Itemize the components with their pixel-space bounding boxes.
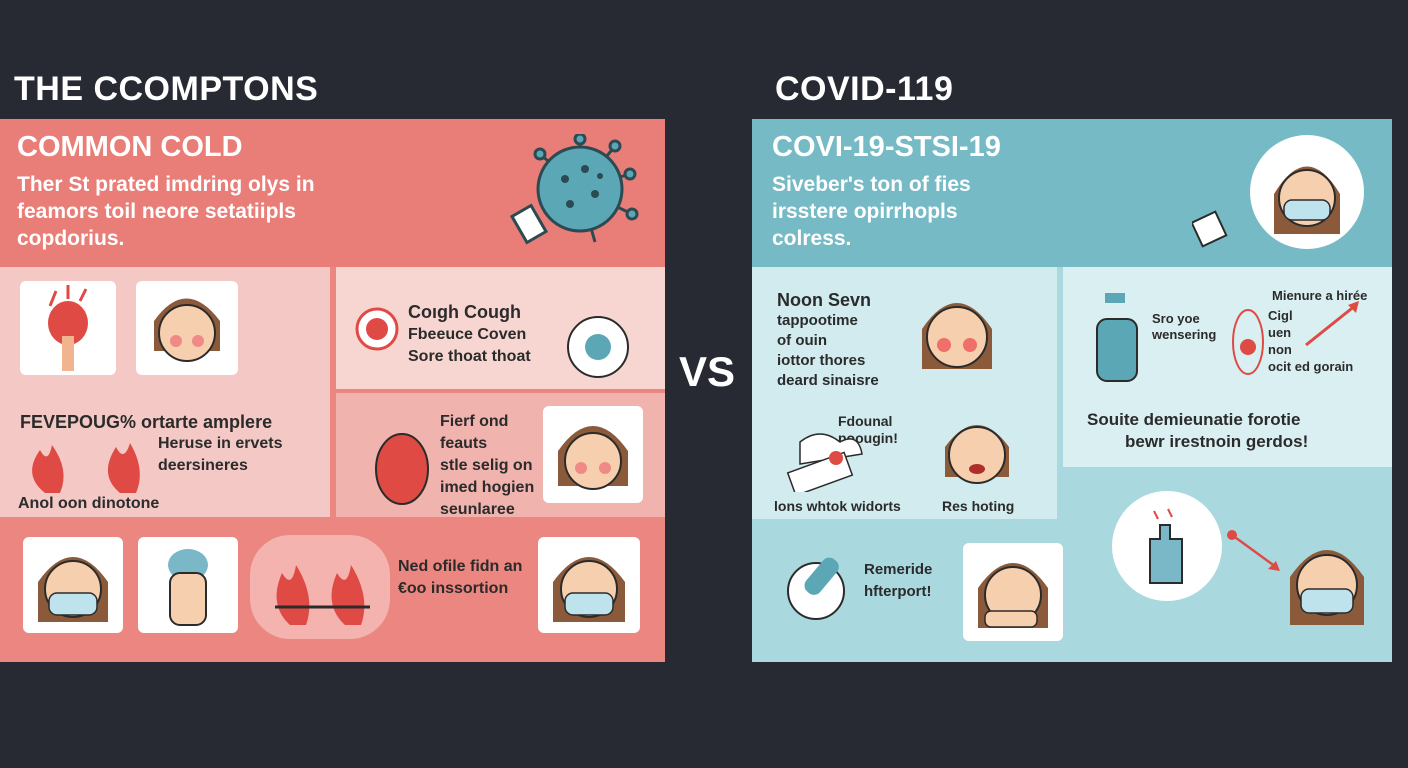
reme-lines: Remeride hfterport! [864, 559, 932, 603]
spray-lines: Sro yoe wensering [1152, 311, 1216, 343]
fierf-line: seunlaree [440, 501, 515, 518]
fever-lines: Heruse in ervets deersineres [158, 433, 283, 477]
sick-face-tile [543, 406, 643, 503]
masked-face-icon [38, 557, 108, 622]
gloved-hand-icon [1112, 491, 1222, 601]
cough-circle-icon [355, 307, 399, 356]
tissue-box-icon [786, 433, 863, 492]
measure-line: Cigl [1268, 308, 1293, 323]
noon-line: tappootime [777, 312, 858, 329]
cold-description: Ther St prated imdring olys in feamors t… [17, 171, 315, 252]
fever-title: FEVEPOUG% ortarte amplere [20, 412, 273, 432]
stomach-icon [375, 433, 429, 505]
fierf-line: feauts [440, 435, 488, 452]
measure-line: non [1268, 342, 1292, 357]
covid-description: Siveber's ton of fies irsstere opirrhopl… [772, 171, 971, 252]
red-arrow-down-icon [1227, 530, 1280, 571]
covid-desc-line: irsstere opirrhopls [772, 200, 958, 223]
masked-face-tile-2 [538, 537, 640, 633]
flame-icons [32, 443, 140, 493]
covid-desc-line: Siveber's ton of fies [772, 173, 971, 196]
fdounal-line: Fdounal [838, 413, 893, 429]
noon-line: iottor thores [777, 352, 866, 369]
cough-lines: Fbeeuce Coven Sore thoat thoat [408, 324, 531, 368]
fierf-lines: Fierf ond feauts stle selig on imed hogi… [440, 411, 534, 521]
bottom-line: €oo inssortion [398, 580, 509, 597]
masked-woman-icon [1290, 550, 1364, 625]
coughing-face-icon [945, 425, 1009, 484]
sanitizer-bottle-icon [1096, 293, 1138, 382]
fever-caption: Anol oon dinotone [18, 495, 160, 512]
sick-face-icon [558, 426, 628, 490]
bottom-lines: Ned ofile fidn an €oo inssortion [398, 556, 522, 600]
fever-line: deersineres [158, 457, 248, 474]
noon-line: of ouin [777, 332, 827, 349]
masked-face-tile-1 [23, 537, 123, 633]
cough-hand-tile [963, 543, 1063, 641]
fierf-line: Fierf ond [440, 413, 509, 430]
throat-icon [566, 315, 630, 384]
spray-line: Sro yoe [1152, 311, 1200, 326]
medicine-icon [787, 557, 845, 620]
noon-line: deard sinaisre [777, 372, 879, 389]
fever-face-icon [922, 303, 992, 369]
measure-label: Mienure a hirée [1272, 288, 1368, 303]
masked-patient-icon [1192, 135, 1364, 249]
souite-lines: Souite demieunatie forotie bewr irestnoi… [1087, 409, 1308, 453]
red-arrow-icon [1305, 301, 1359, 347]
left-title: THE CCOMPTONS [14, 70, 319, 108]
fire-icons-box [250, 535, 390, 639]
cough-line: Sore thoat thoat [408, 348, 531, 365]
noon-title: Noon Sevn [777, 290, 872, 310]
lons-caption: lons whtok widorts [774, 498, 901, 514]
res-caption: Res hoting [942, 498, 1015, 514]
measure-line: uen [1268, 325, 1292, 340]
double-flame-icon [275, 565, 370, 625]
fierf-line: stle selig on [440, 457, 533, 474]
measure-line: ocit ed gorain [1268, 359, 1354, 374]
hand-tile [138, 537, 238, 633]
masked-face-icon [553, 557, 625, 622]
cold-heading: COMMON COLD [17, 131, 243, 163]
cough-title: Coıgh Cough [408, 302, 521, 322]
inflamed-body-icon [48, 285, 88, 371]
cough-line: Fbeeuce Coven [408, 326, 527, 343]
fever-body-tile [20, 281, 116, 375]
sneeze-face-icon [154, 298, 220, 362]
reme-line: Remeride [864, 561, 933, 578]
covid-heading: COVI-19-STSI-19 [772, 131, 1001, 163]
souite-line: bewr irestnoin gerdos! [1125, 432, 1309, 451]
common-cold-panel: COMMON COLD Ther St prated imdring olys … [0, 119, 665, 662]
cold-desc-line: Ther St prated imdring olys in [17, 173, 315, 196]
fierf-line: imed hogien [440, 479, 535, 496]
spray-line: wensering [1152, 327, 1217, 342]
hand-icon [168, 549, 208, 626]
covid-desc-line: colress. [772, 227, 852, 250]
right-title: COVID-119 [775, 70, 954, 108]
thermometer-oval-icon [1232, 309, 1264, 375]
cold-desc-line: copdorius. [17, 227, 125, 250]
virus-icon [510, 134, 639, 245]
noon-lines: tappootime of ouin iottor thores deard s… [777, 311, 879, 391]
measure-lines: Cigl uen non ocit ed gorain [1268, 307, 1353, 375]
covid-panel: COVI-19-STSI-19 Siveber's ton of fies ir… [752, 119, 1392, 662]
reme-line: hfterport! [864, 583, 932, 600]
vs-label: VS [679, 348, 736, 395]
cold-desc-line: feamors toil neore setatiipls [17, 200, 296, 223]
cough-hand-icon [978, 563, 1048, 628]
bottom-line: Ned ofile fidn an [398, 558, 523, 575]
souite-line: Souite demieunatie forotie [1087, 410, 1301, 429]
fever-line: Heruse in ervets [158, 435, 283, 452]
sneezing-face-tile [136, 281, 238, 375]
